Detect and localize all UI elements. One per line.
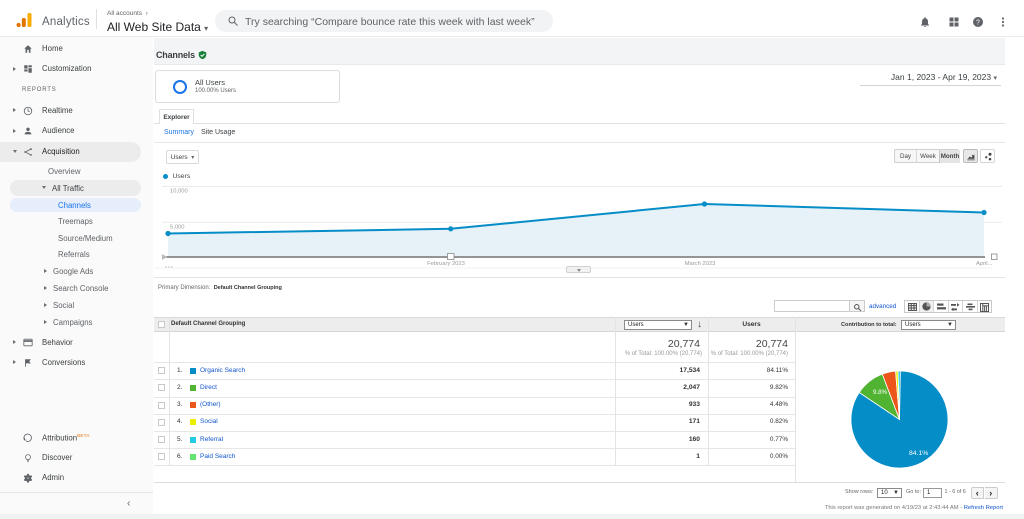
svg-text:5,000: 5,000 xyxy=(170,225,185,231)
svg-text:9.8%: 9.8% xyxy=(873,389,888,396)
svg-text:84.1%: 84.1% xyxy=(909,450,928,457)
svg-text:?: ? xyxy=(976,20,980,27)
svg-text:10,000: 10,000 xyxy=(170,189,188,195)
svg-text:February 2023: February 2023 xyxy=(427,261,465,267)
svg-text:March 2023: March 2023 xyxy=(685,261,716,267)
svg-text:April...: April... xyxy=(976,261,993,267)
